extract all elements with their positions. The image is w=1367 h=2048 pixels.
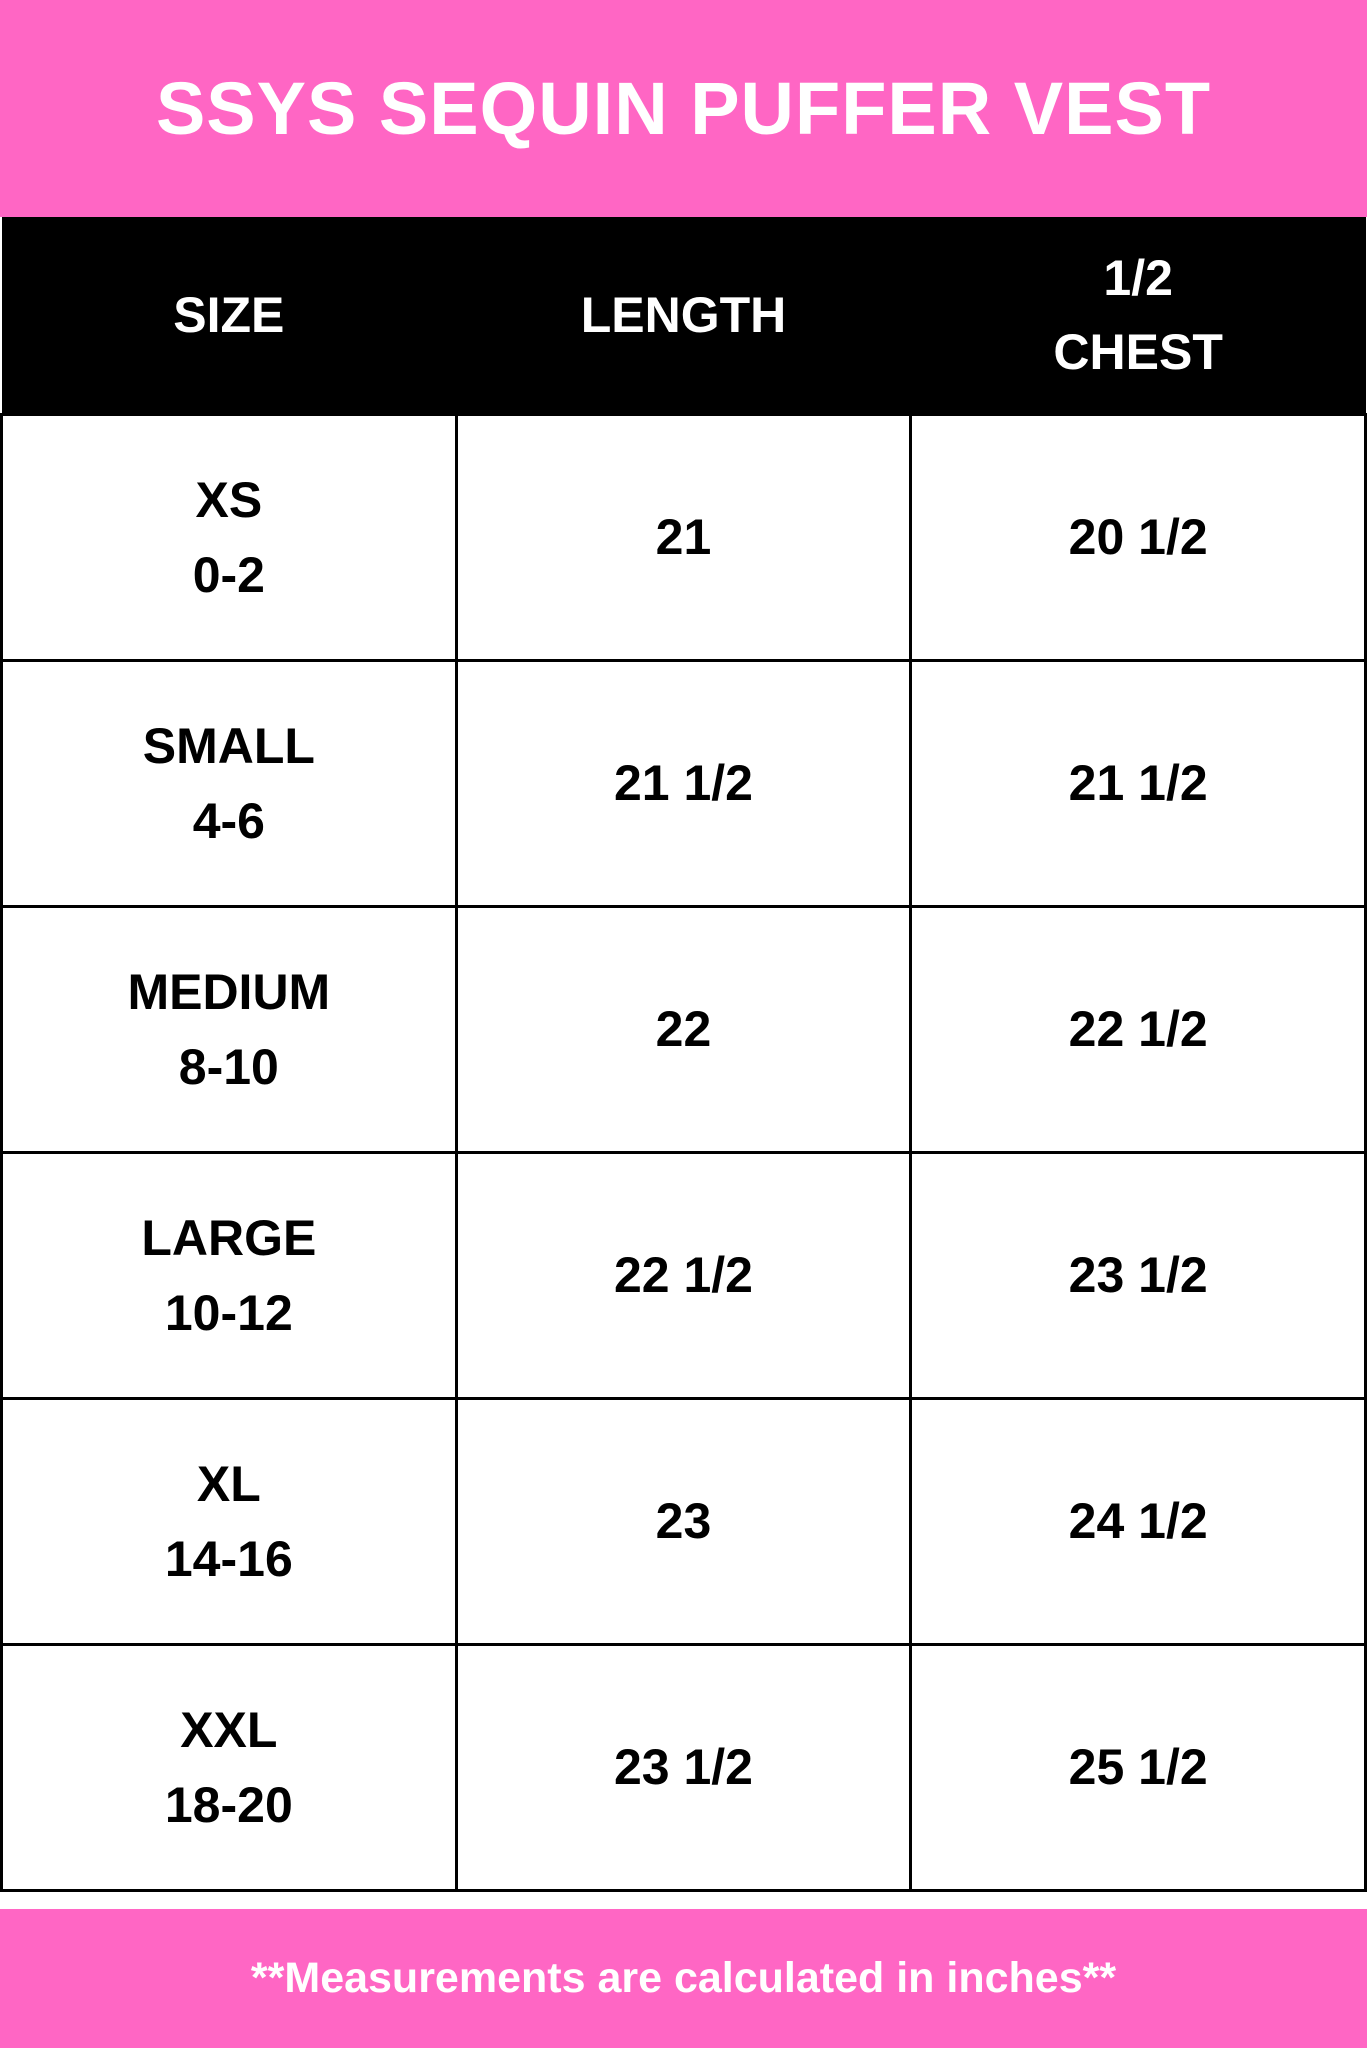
chest-cell: 21 1/2: [909, 659, 1367, 908]
size-label: MEDIUM: [127, 963, 331, 1020]
length-cell: 22: [454, 905, 913, 1154]
chest-cell: 24 1/2: [909, 1397, 1367, 1646]
table-row: XS 0-2 21 20 1/2: [0, 413, 1367, 662]
size-cell: XXL 18-20: [0, 1643, 458, 1892]
length-cell: 23 1/2: [454, 1643, 913, 1892]
size-label: XL: [196, 1455, 261, 1512]
size-label: XS: [195, 471, 263, 528]
size-range: 8-10: [178, 1038, 279, 1095]
header-chest-line1: 1/2: [1103, 250, 1173, 306]
size-range: 14-16: [164, 1530, 293, 1587]
size-cell: MEDIUM 8-10: [0, 905, 458, 1154]
header-chest: 1/2 CHEST: [910, 217, 1366, 415]
table-row: XXL 18-20 23 1/2 25 1/2: [0, 1643, 1367, 1892]
size-label: SMALL: [142, 717, 315, 774]
length-cell: 23: [454, 1397, 913, 1646]
title-banner: SSYS SEQUIN PUFFER VEST: [0, 0, 1367, 217]
page-title: SSYS SEQUIN PUFFER VEST: [155, 67, 1212, 150]
size-cell: SMALL 4-6: [0, 659, 458, 908]
size-chart-table: SIZE LENGTH 1/2 CHEST XS 0-2 21 20 1/2 SMAL…: [0, 217, 1367, 1892]
size-cell: XL 14-16: [0, 1397, 458, 1646]
header-size: SIZE: [1, 217, 457, 415]
table-row: XL 14-16 23 24 1/2: [0, 1397, 1367, 1646]
chest-cell: 23 1/2: [909, 1151, 1367, 1400]
size-cell: LARGE 10-12: [0, 1151, 458, 1400]
size-label: LARGE: [141, 1209, 317, 1266]
chest-cell: 22 1/2: [909, 905, 1367, 1154]
size-range: 0-2: [192, 546, 265, 603]
header-length: LENGTH: [456, 217, 911, 415]
chest-cell: 25 1/2: [909, 1643, 1367, 1892]
size-range: 4-6: [192, 792, 265, 849]
size-range: 18-20: [164, 1776, 293, 1833]
table-row: SMALL 4-6 21 1/2 21 1/2: [0, 659, 1367, 908]
size-range: 10-12: [164, 1284, 293, 1341]
table-row: MEDIUM 8-10 22 22 1/2: [0, 905, 1367, 1154]
chest-cell: 20 1/2: [909, 413, 1367, 662]
table-header-row: SIZE LENGTH 1/2 CHEST: [1, 217, 1366, 415]
footer-banner: **Measurements are calculated in inches*…: [0, 1909, 1367, 2048]
length-cell: 22 1/2: [454, 1151, 913, 1400]
length-cell: 21 1/2: [454, 659, 913, 908]
length-cell: 21: [454, 413, 913, 662]
size-label: XXL: [180, 1701, 278, 1758]
header-chest-line2: CHEST: [1053, 324, 1223, 380]
size-cell: XS 0-2: [0, 413, 458, 662]
footer-note: **Measurements are calculated in inches*…: [250, 1954, 1117, 2002]
table-row: LARGE 10-12 22 1/2 23 1/2: [0, 1151, 1367, 1400]
